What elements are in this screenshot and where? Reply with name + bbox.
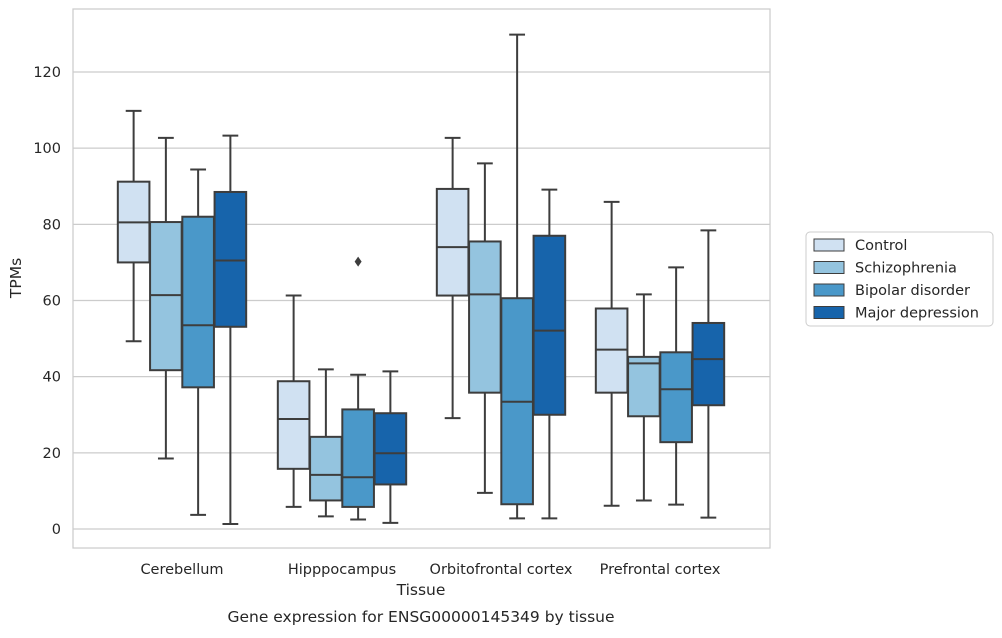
y-tick-label: 80	[43, 217, 61, 233]
x-tick-label: Hipppocampus	[288, 562, 396, 578]
plot-frame	[72, 8, 771, 549]
legend: Control Schizophrenia Bipolar disorder Majo…	[805, 231, 994, 327]
legend-item-major-depression: Major depression	[813, 306, 979, 322]
y-tick-label: 120	[33, 65, 61, 81]
box-control-orbitofrontal-cortex	[435, 136, 470, 420]
box-body	[213, 190, 248, 328]
box-control-prefrontal-cortex	[594, 200, 629, 507]
legend-swatch	[813, 306, 845, 319]
legend-swatch	[813, 238, 845, 252]
series-bipolar-disorder	[181, 33, 693, 521]
box-body	[691, 321, 726, 407]
box-body	[373, 412, 408, 486]
box-schizophrenia-orbitofrontal-cortex	[468, 162, 502, 494]
legend-label: Bipolar disorder	[855, 283, 970, 299]
y-tick-label: 60	[43, 294, 61, 310]
series-major-depression	[213, 134, 726, 526]
box-body	[276, 380, 311, 470]
x-tick-label: Orbitofrontal cortex	[430, 562, 573, 578]
box-body	[341, 408, 375, 508]
legend-label: Schizophrenia	[855, 261, 957, 277]
box-schizophrenia-cerebellum	[149, 136, 183, 460]
box-body	[468, 240, 502, 394]
box-control-hipppocampus	[276, 294, 311, 508]
x-axis-label: Tissue	[396, 581, 446, 599]
chart-caption: Gene expression for ENSG00000145349 by t…	[227, 608, 614, 626]
outlier-point	[354, 256, 362, 267]
y-tick-labels: 0 20 40 60 80 100 120	[33, 65, 61, 538]
y-tick-label: 40	[43, 370, 61, 386]
y-tick-label: 100	[33, 141, 61, 157]
box-body	[532, 234, 567, 416]
series-control	[116, 109, 629, 508]
legend-label: Major depression	[855, 306, 979, 322]
x-tick-label: Cerebellum	[140, 562, 223, 578]
x-tick-label: Prefrontal cortex	[600, 562, 721, 578]
legend-item-control: Control	[813, 238, 907, 254]
box-major-depression-hipppocampus	[373, 370, 408, 524]
box-series	[116, 33, 726, 526]
y-tick-label: 20	[43, 446, 61, 462]
box-schizophrenia-prefrontal-cortex	[627, 293, 661, 502]
y-axis-label: TPMs	[7, 258, 25, 299]
box-major-depression-orbitofrontal-cortex	[532, 188, 567, 520]
box-body	[181, 215, 215, 389]
box-major-depression-cerebellum	[213, 134, 248, 526]
box-body	[627, 355, 661, 418]
legend-label: Control	[855, 238, 907, 254]
y-tick-label: 0	[52, 522, 61, 538]
box-body	[659, 351, 693, 444]
legend-item-schizophrenia: Schizophrenia	[813, 261, 957, 277]
x-tick-labels: Cerebellum Hipppocampus Orbitofrontal cort…	[140, 562, 720, 578]
legend-swatch	[813, 283, 845, 297]
box-bipolar-disorder-cerebellum	[181, 168, 215, 516]
box-bipolar-disorder-prefrontal-cortex	[659, 266, 693, 506]
legend-frame	[805, 231, 994, 327]
legend-swatch	[813, 261, 845, 274]
series-schizophrenia	[149, 136, 661, 518]
legend-item-bipolar-disorder: Bipolar disorder	[813, 283, 970, 299]
box-body	[309, 435, 343, 502]
box-body	[435, 187, 470, 297]
box-bipolar-disorder-hipppocampus	[341, 256, 375, 521]
box-major-depression-prefrontal-cortex	[691, 229, 726, 519]
